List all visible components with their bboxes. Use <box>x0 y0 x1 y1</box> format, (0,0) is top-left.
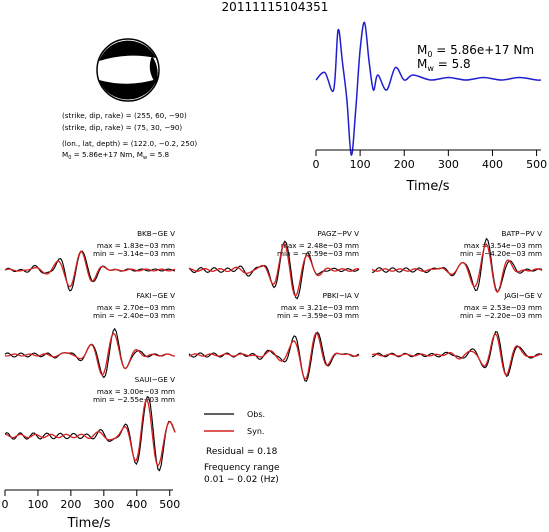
station-max: max = 3.54e−03 mm <box>464 241 542 250</box>
station-obs-line <box>371 331 543 378</box>
station-min: min = −2.55e−03 mm <box>93 395 175 404</box>
legend-frequency-value: 0.01 − 0.02 (Hz) <box>204 475 279 485</box>
mechanism-line4: M0 = 5.86e+17 Nm, Mw = 5.8 <box>62 150 170 161</box>
bottom-axis: 0 100 200 300 400 500 Time/s <box>2 489 180 531</box>
station-syn-line <box>4 332 176 376</box>
station-syn-line <box>371 332 543 376</box>
bottom-x-tick-label: 100 <box>27 498 48 511</box>
bottom-x-tick-label: 0 <box>2 498 9 511</box>
station-obs-line <box>4 396 176 472</box>
bottom-x-ticks: 0 100 200 300 400 500 <box>2 490 180 511</box>
stf-x-tick-label: 500 <box>526 158 547 171</box>
station-min: min = −3.59e−03 mm <box>277 311 359 320</box>
beachball-compressional-right <box>149 56 158 84</box>
station-syn-line <box>189 243 360 298</box>
station-max: max = 2.53e−03 mm <box>464 303 542 312</box>
stf-m0-label: M0 = 5.86e+17 Nm <box>417 43 534 59</box>
station-syn-line <box>188 332 360 381</box>
stf-x-tick-label: 0 <box>313 158 320 171</box>
legend-frequency-title: Frequency range <box>204 463 280 473</box>
station-max: max = 1.83e−03 mm <box>97 241 175 250</box>
stf-x-tick-label: 200 <box>394 158 415 171</box>
station-obs-line <box>4 250 176 292</box>
bottom-x-tick-label: 400 <box>126 498 147 511</box>
legend: Obs. Syn. Residual = 0.18 Frequency rang… <box>204 410 280 485</box>
station-max: max = 2.48e−03 mm <box>281 241 359 250</box>
stf-series-line <box>315 21 542 156</box>
bottom-x-tick-label: 200 <box>60 498 81 511</box>
stf-x-tick-label: 400 <box>482 158 503 171</box>
stf-mw-label: Mw = 5.8 <box>417 57 471 73</box>
station-name: PBKI−IA V <box>323 291 359 300</box>
station-syn-line <box>4 398 176 468</box>
beachball <box>96 38 160 102</box>
beachball-compressional-upper <box>99 40 156 61</box>
station-min: min = −2.40e−03 mm <box>93 311 175 320</box>
station-max: max = 3.21e−03 mm <box>281 303 359 312</box>
station-max: max = 3.00e−03 mm <box>97 387 175 396</box>
legend-residual: Residual = 0.18 <box>206 447 278 457</box>
legend-obs-label: Obs. <box>247 410 265 419</box>
mechanism-line2: (strike, dip, rake) = (75, 30, −90) <box>62 123 182 132</box>
mechanism-line3: (lon., lat, depth) = (122.0, −0.2, 250) <box>62 139 197 148</box>
station-max: max = 2.70e−03 mm <box>97 303 175 312</box>
legend-syn-label: Syn. <box>247 427 264 436</box>
stf-x-tick-label: 100 <box>350 158 371 171</box>
stf-panel: M0 = 5.86e+17 Nm Mw = 5.8 0 100 200 300 400 5… <box>313 21 547 194</box>
bottom-x-tick-label: 300 <box>93 498 114 511</box>
station-min: min = −2.20e−03 mm <box>460 311 542 320</box>
mechanism-info: (strike, dip, rake) = (255, 60, −90) (st… <box>62 111 197 161</box>
station-syn-line <box>371 242 543 294</box>
station-name: SAUI−GE V <box>135 375 175 384</box>
station-min: min = −2.59e−03 mm <box>277 249 359 258</box>
station-obs-line <box>188 331 360 382</box>
station-obs-line <box>4 327 176 379</box>
station-min: min = −3.14e−03 mm <box>93 249 175 258</box>
station-name: BATP−PV V <box>502 229 543 238</box>
mechanism-line1: (strike, dip, rake) = (255, 60, −90) <box>62 111 187 120</box>
stf-x-ticks: 0 100 200 300 400 500 <box>313 150 547 171</box>
stf-x-tick-label: 300 <box>438 158 459 171</box>
beachball-compressional-lower <box>99 79 157 100</box>
event-title: 20111115104351 <box>222 0 329 14</box>
station-name: PAGZ−PV V <box>317 229 359 238</box>
station-min: min = −4.20e−03 mm <box>460 249 542 258</box>
bottom-x-tick-label: 500 <box>159 498 180 511</box>
station-name: FAKI−GE V <box>136 291 175 300</box>
bottom-x-label: Time/s <box>67 516 111 531</box>
station-syn-line <box>4 250 176 288</box>
station-name: JAGI−GE V <box>503 291 542 300</box>
station-name: BKB−GE V <box>137 229 175 238</box>
stf-x-label: Time/s <box>406 179 450 194</box>
